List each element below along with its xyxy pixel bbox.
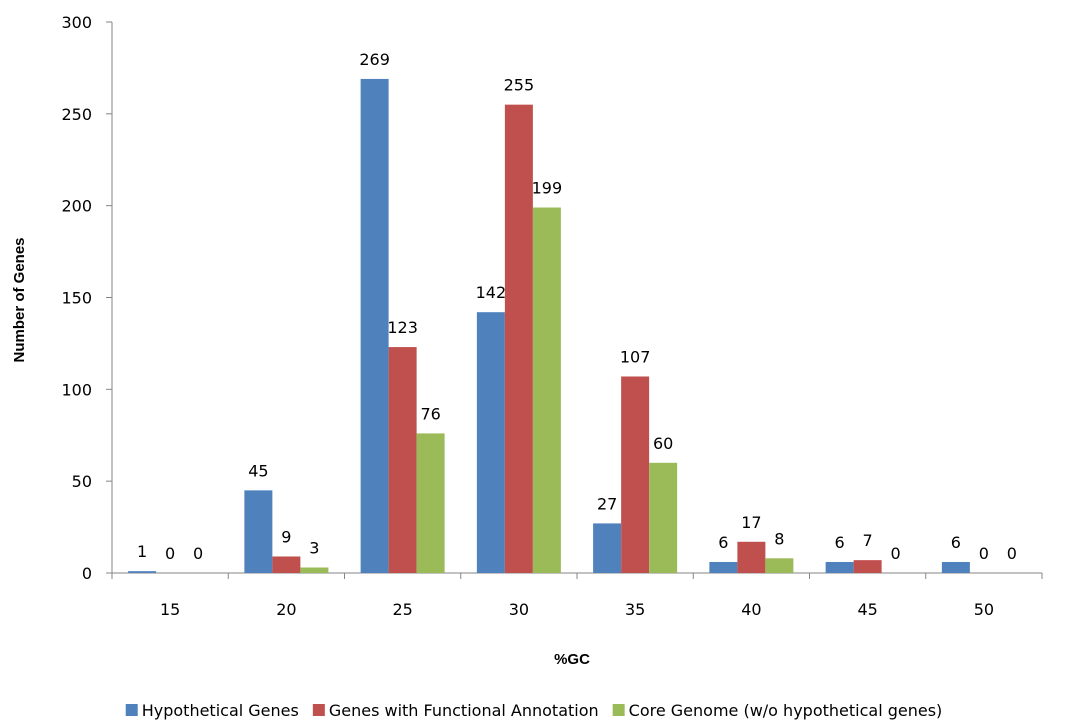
y-tick-label: 300 bbox=[61, 13, 92, 32]
bar bbox=[825, 561, 854, 573]
bar bbox=[360, 78, 389, 573]
data-label: 269 bbox=[359, 50, 390, 69]
legend-swatch bbox=[612, 704, 625, 716]
data-label: 3 bbox=[309, 538, 319, 557]
data-label: 6 bbox=[835, 533, 845, 552]
data-label: 199 bbox=[532, 179, 563, 198]
data-label: 0 bbox=[979, 544, 989, 563]
legend-item: Hypothetical Genes bbox=[125, 701, 299, 720]
data-label: 9 bbox=[281, 527, 291, 546]
bar bbox=[709, 561, 738, 573]
x-tick-label: 45 bbox=[857, 600, 877, 619]
data-label: 7 bbox=[863, 531, 873, 550]
bar bbox=[593, 523, 622, 573]
bar bbox=[476, 312, 505, 573]
bar bbox=[532, 207, 561, 573]
bar bbox=[621, 376, 650, 573]
data-label: 27 bbox=[597, 494, 617, 513]
data-label: 8 bbox=[774, 529, 784, 548]
x-tick-label: 25 bbox=[392, 600, 412, 619]
data-label: 60 bbox=[653, 434, 673, 453]
y-tick-label: 250 bbox=[61, 105, 92, 124]
bar bbox=[941, 561, 970, 573]
data-label: 123 bbox=[387, 318, 418, 337]
x-tick-label: 35 bbox=[625, 600, 645, 619]
y-axis-title: Number of Genes bbox=[11, 237, 28, 362]
legend-swatch bbox=[125, 704, 138, 716]
y-tick-label: 200 bbox=[61, 197, 92, 216]
y-tick-label: 150 bbox=[61, 289, 92, 308]
legend-label: Core Genome (w/o hypothetical genes) bbox=[629, 701, 943, 720]
x-ticks: 15 20 25 30 35 40 45 50 bbox=[111, 573, 1043, 619]
bar bbox=[300, 567, 329, 573]
data-label: 45 bbox=[248, 461, 268, 480]
bar bbox=[853, 560, 882, 573]
bar bbox=[388, 347, 417, 573]
data-label: 6 bbox=[718, 533, 728, 552]
data-label: 0 bbox=[165, 544, 175, 563]
x-tick-label: 30 bbox=[509, 600, 529, 619]
data-label: 0 bbox=[1007, 544, 1017, 563]
y-tick-label: 0 bbox=[82, 564, 92, 583]
x-tick-label: 15 bbox=[160, 600, 180, 619]
x-tick-label: 50 bbox=[974, 600, 994, 619]
bar bbox=[416, 433, 445, 573]
legend-label: Hypothetical Genes bbox=[142, 701, 299, 720]
bar bbox=[244, 490, 273, 573]
bar bbox=[649, 462, 678, 573]
legend-label: Genes with Functional Annotation bbox=[329, 701, 599, 720]
bar bbox=[765, 558, 794, 573]
data-label: 76 bbox=[420, 404, 440, 423]
legend-swatch bbox=[312, 704, 325, 716]
legend: Hypothetical Genes Genes with Functional … bbox=[125, 701, 943, 720]
bars bbox=[128, 78, 970, 574]
x-tick-label: 20 bbox=[276, 600, 296, 619]
legend-item: Core Genome (w/o hypothetical genes) bbox=[612, 701, 943, 720]
y-tick-label: 100 bbox=[61, 380, 92, 399]
data-label: 0 bbox=[891, 544, 901, 563]
bar bbox=[504, 104, 533, 574]
bar bbox=[272, 556, 301, 573]
data-label: 6 bbox=[951, 533, 961, 552]
y-ticks: 0 50 100 150 200 250 300 bbox=[61, 13, 112, 583]
x-tick-label: 40 bbox=[741, 600, 761, 619]
data-label: 0 bbox=[193, 544, 203, 563]
bar bbox=[128, 571, 157, 573]
data-label: 17 bbox=[741, 513, 761, 532]
data-label: 142 bbox=[476, 283, 507, 302]
legend-item: Genes with Functional Annotation bbox=[312, 701, 599, 720]
y-tick-label: 50 bbox=[72, 472, 92, 491]
bar bbox=[737, 541, 766, 573]
x-axis-title: %GC bbox=[554, 651, 590, 668]
data-label: 255 bbox=[504, 76, 535, 95]
data-label: 1 bbox=[137, 542, 147, 561]
data-label: 107 bbox=[620, 347, 651, 366]
